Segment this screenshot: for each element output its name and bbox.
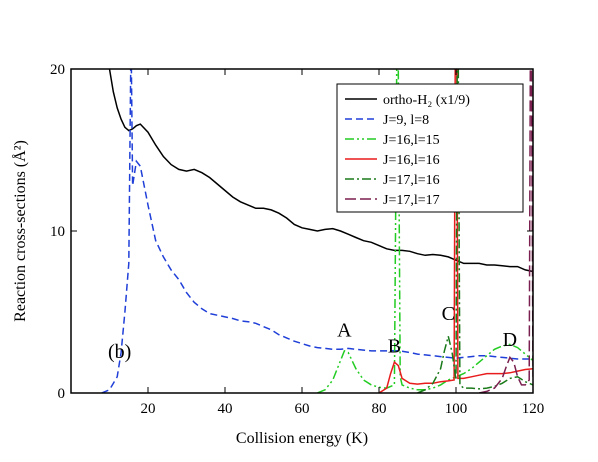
- series-line-2: [317, 69, 533, 393]
- legend: ortho-H₂ (x1/9) J=9, l=8 J=16,l=15 J=16,l=1…: [336, 83, 524, 213]
- legend-label-2: J=16,l=15: [383, 133, 440, 148]
- y-tick-label-1: 10: [50, 224, 65, 240]
- legend-label-3: J=16,l=16: [383, 153, 440, 168]
- annotation-c: C: [442, 303, 455, 325]
- annotation-b: B: [388, 336, 401, 358]
- legend-label-1: J=9, l=8: [383, 113, 429, 128]
- x-tick-label-5: 120: [522, 401, 545, 417]
- series-line-4: [417, 69, 533, 393]
- x-tick-label-3: 80: [372, 401, 387, 417]
- y-tick-label-0: 0: [58, 386, 66, 402]
- legend-label-5: J=17,l=17: [383, 193, 440, 208]
- x-tick-label-4: 100: [445, 401, 468, 417]
- x-tick-label-1: 40: [218, 401, 233, 417]
- legend-label-4: J=17,l=16: [383, 173, 440, 188]
- y-tick-label-2: 20: [50, 62, 65, 78]
- series-line-5: [478, 69, 533, 393]
- annotation-d: D: [503, 329, 517, 351]
- annotation-layer: A B C D: [337, 303, 517, 357]
- legend-box: [336, 83, 524, 213]
- x-axis-label: Collision energy (K): [236, 430, 368, 447]
- ticks-layer: 20 40 60 80 100 120 0 10 20: [50, 62, 544, 417]
- panel-label: (b): [108, 341, 131, 363]
- series-line-3: [378, 69, 533, 393]
- series-line-1: [101, 69, 533, 393]
- series-layer: [101, 69, 533, 393]
- legend-label-0: ortho-H₂ (x1/9): [383, 93, 470, 108]
- annotation-a: A: [337, 319, 352, 341]
- x-tick-label-2: 60: [295, 401, 310, 417]
- x-tick-label-0: 20: [141, 401, 156, 417]
- y-axis-label: Reaction cross-sections (Å²): [11, 140, 29, 322]
